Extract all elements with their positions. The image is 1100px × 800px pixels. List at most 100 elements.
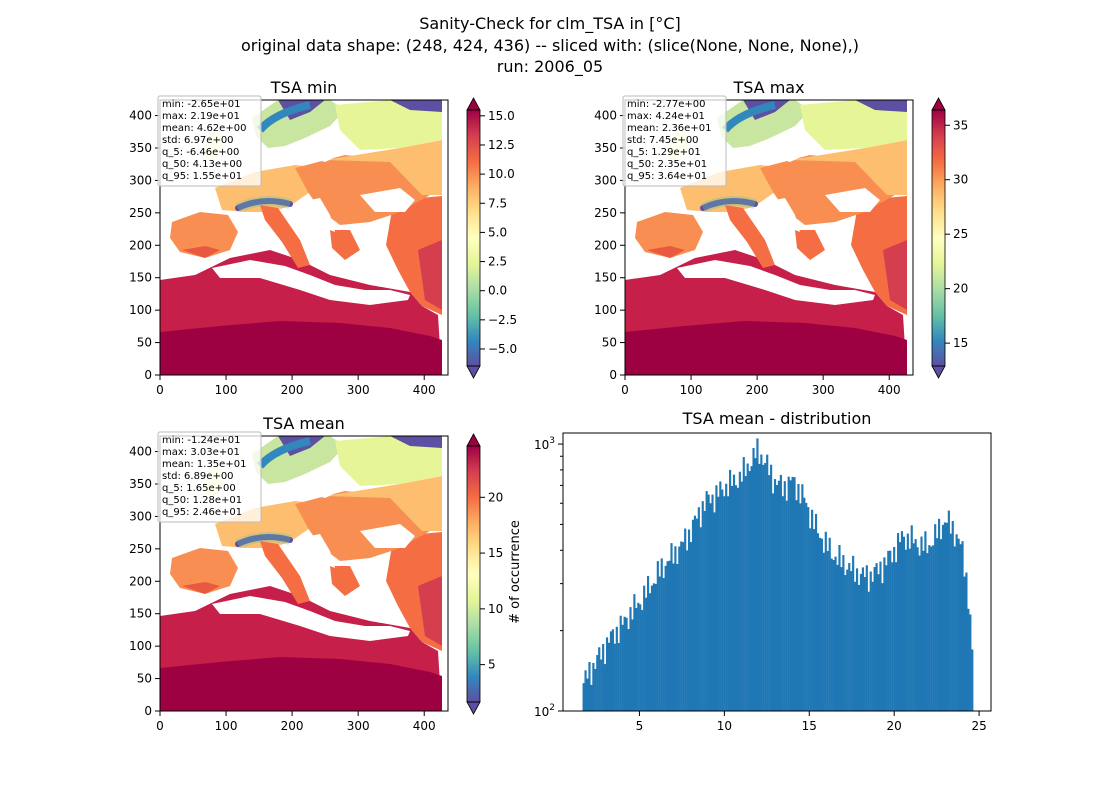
x-tick-label: 0: [156, 719, 164, 733]
y-tick-label: 300: [594, 173, 617, 187]
histogram-bar: [770, 464, 773, 711]
y-tick-label: 250: [129, 542, 152, 556]
histogram-bar: [818, 537, 822, 711]
histogram-bar: [795, 500, 798, 711]
histogram-bar: [682, 542, 685, 711]
stats-legend-entry: q_50: 1.28e+01: [162, 495, 242, 506]
axes-frame: [159, 99, 449, 376]
stats-legend-entry: q_5: -6.46e+00: [162, 147, 239, 158]
histogram-bar: [953, 546, 956, 711]
y-tick-label: 0: [609, 368, 617, 382]
histogram-bar: [650, 585, 654, 711]
histogram-bar: [621, 624, 624, 711]
histogram-bar: [965, 572, 968, 711]
colorbar-tick-label: 20: [953, 282, 968, 296]
y-tick-label: 250: [129, 206, 152, 220]
histogram-bar: [893, 546, 896, 711]
histogram-bar: [857, 584, 861, 711]
histogram-bar: [594, 668, 597, 711]
histogram-bar: [836, 564, 839, 711]
histogram-bar: [613, 643, 616, 711]
histogram-bar: [783, 481, 786, 711]
colorbar-tick-label: 15.0: [488, 109, 515, 123]
histogram-bar: [883, 557, 886, 711]
colorbar-extend-max: [466, 97, 481, 111]
y-tick-label: 150: [594, 271, 617, 285]
histogram-bar: [885, 565, 888, 711]
histogram-bar: [688, 529, 691, 711]
histogram-bar: [838, 544, 841, 711]
histogram-bar: [609, 631, 613, 711]
y-tick-label: 300: [129, 173, 152, 187]
histogram-bar: [941, 524, 945, 711]
histogram-bar: [949, 533, 952, 711]
histogram-bar: [697, 507, 700, 711]
histogram-bar: [822, 552, 825, 711]
y-axis-label: # of occurrence: [508, 520, 523, 624]
histogram-bar: [734, 485, 738, 711]
histogram-bar: [637, 602, 640, 711]
colorbar-tick-label: 5.0: [488, 225, 507, 239]
histogram-bar: [715, 485, 718, 711]
histogram-bar: [900, 531, 904, 711]
histogram-bar: [803, 497, 806, 711]
histogram-bar: [766, 454, 769, 711]
histogram-bar: [904, 549, 907, 711]
histogram-bar: [820, 538, 823, 711]
colorbar-tick-label: 15: [953, 336, 968, 350]
histogram-bar: [631, 619, 634, 711]
stats-legend-entry: q_5: 1.65e+00: [162, 483, 236, 494]
histogram-bar: [664, 565, 667, 711]
histogram-bar: [703, 510, 706, 711]
histogram-bar: [676, 564, 679, 711]
histogram-bar: [627, 629, 630, 711]
colorbar-tick-label: 10: [488, 602, 503, 616]
histogram-bar: [740, 481, 743, 711]
colorbar-tick-label: 0.0: [488, 284, 507, 298]
histogram-bar: [936, 538, 939, 711]
heatmap-panel-2: TSA max 0 100 200 300 400 0 50 100 150 200 250 300 35…: [594, 78, 968, 397]
histogram-bar: [920, 536, 923, 711]
histogram-bar: [762, 464, 765, 711]
x-tick-label: 300: [812, 383, 835, 397]
histogram-bar: [955, 534, 958, 711]
y-tick-label: 300: [129, 509, 152, 523]
y-tick-label: 50: [602, 336, 617, 350]
histogram-bar: [691, 519, 695, 711]
stats-legend-entry: std: 6.97e+00: [162, 135, 234, 146]
stats-legend-entry: min: -1.24e+01: [162, 435, 241, 446]
stats-legend-entry: q_95: 1.55e+01: [162, 171, 242, 182]
histogram-bar: [678, 546, 681, 711]
stats-legend-entry: q_50: 4.13e+00: [162, 159, 242, 170]
histogram-bar: [717, 496, 720, 711]
histogram-bar: [604, 664, 607, 711]
histogram-bar: [699, 527, 702, 711]
histogram-bar: [842, 555, 845, 711]
histogram-bar: [971, 649, 974, 711]
x-tick-label: 400: [878, 383, 901, 397]
y-tick-label: 350: [129, 141, 152, 155]
histogram-bar: [656, 561, 659, 711]
stats-legend-entry: mean: 4.62e+00: [162, 123, 246, 134]
histogram-bar: [617, 642, 620, 711]
histogram-bar: [730, 485, 734, 711]
histogram-bar: [582, 683, 585, 711]
histogram-bar: [629, 607, 632, 711]
x-tick-label: 100: [215, 719, 238, 733]
histogram-bar: [701, 501, 704, 711]
histogram-bar: [801, 484, 804, 711]
colorbar-extend-min: [466, 365, 481, 379]
histogram-bar: [887, 550, 890, 711]
colorbar-tick-label: −5.0: [488, 342, 517, 356]
histogram-bar: [922, 550, 925, 711]
colorbar-tick-label: 30: [953, 173, 968, 187]
y-tick-label: 0: [144, 368, 152, 382]
histogram-bar: [799, 503, 802, 711]
y-tick-label: 350: [594, 141, 617, 155]
histogram-bar: [588, 661, 591, 711]
histogram-bar: [605, 637, 609, 711]
x-tick-label: 300: [347, 719, 370, 733]
